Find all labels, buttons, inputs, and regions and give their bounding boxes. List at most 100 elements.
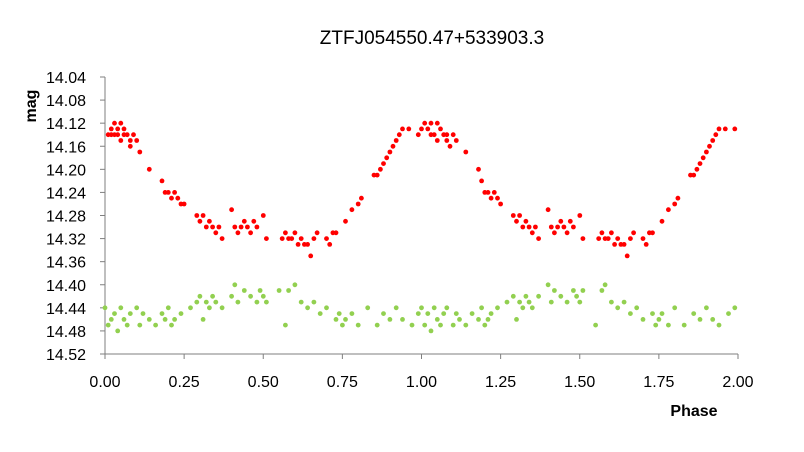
data-point (257, 288, 263, 293)
data-point (716, 322, 722, 328)
data-point (311, 236, 317, 242)
data-point (415, 132, 421, 138)
data-point (536, 293, 541, 299)
data-point (653, 322, 659, 328)
data-point (355, 322, 361, 328)
data-point (216, 224, 222, 230)
data-point (438, 322, 443, 328)
data-point (476, 317, 481, 322)
data-point (624, 253, 630, 259)
data-point (498, 201, 503, 207)
data-point (552, 230, 557, 236)
data-point (159, 311, 165, 316)
data-point (666, 207, 671, 213)
data-point (419, 126, 424, 132)
data-point (248, 293, 254, 299)
data-point (510, 293, 516, 299)
data-point (343, 218, 348, 224)
data-point (235, 299, 241, 305)
data-point (279, 236, 285, 242)
data-point (210, 293, 216, 299)
data-point (197, 218, 203, 224)
data-point (596, 236, 602, 242)
data-point (520, 305, 526, 311)
data-point (235, 230, 241, 236)
data-point (359, 195, 364, 201)
data-point (523, 293, 529, 299)
data-point (643, 242, 649, 247)
data-point (172, 317, 178, 322)
x-tick-label: 1.75 (643, 374, 674, 391)
data-point (112, 120, 117, 126)
data-point (381, 311, 386, 316)
data-point (545, 282, 551, 288)
data-point (713, 132, 719, 138)
data-point (115, 132, 121, 138)
data-point (536, 236, 541, 242)
data-point (523, 218, 529, 224)
data-point (264, 236, 269, 242)
series-1 (102, 282, 738, 334)
data-point (127, 143, 133, 149)
chart-title: ZTFJ054550.47+533903.3 (320, 28, 544, 49)
data-point (200, 317, 206, 322)
data-point (276, 288, 282, 293)
data-point (260, 293, 266, 299)
data-point (577, 213, 583, 218)
data-point (561, 224, 567, 230)
data-point (447, 143, 453, 149)
data-point (488, 311, 494, 316)
y-tick-label: 14.20 (46, 162, 86, 179)
data-point (140, 311, 146, 316)
data-point (732, 305, 738, 311)
data-point (333, 317, 339, 322)
data-point (564, 230, 570, 236)
data-point (286, 288, 291, 293)
data-point (169, 322, 174, 328)
data-point (308, 253, 314, 259)
data-point (517, 299, 522, 305)
data-point (396, 132, 402, 138)
data-point (555, 224, 560, 230)
data-point (387, 149, 393, 155)
data-point (333, 230, 339, 236)
data-point (241, 218, 247, 224)
data-point (400, 126, 405, 132)
data-point (656, 317, 662, 322)
data-point (400, 317, 405, 322)
data-point (615, 236, 621, 242)
data-point (146, 166, 152, 172)
data-point (491, 190, 497, 195)
data-point (444, 138, 450, 143)
data-point (485, 317, 491, 322)
data-point (415, 311, 421, 316)
data-point (349, 207, 355, 213)
data-point (102, 305, 108, 311)
data-point (558, 293, 564, 299)
data-point (112, 311, 117, 316)
data-point (599, 230, 605, 236)
data-point (159, 178, 165, 184)
x-tick-label: 0.75 (327, 374, 358, 391)
data-point (564, 299, 570, 305)
data-point (121, 317, 127, 322)
data-point (374, 172, 380, 178)
data-point (697, 161, 703, 167)
data-point (254, 299, 260, 305)
data-point (694, 166, 700, 172)
x-axis-label: Phase (670, 403, 717, 420)
data-point (710, 317, 716, 322)
data-point (580, 236, 586, 242)
data-point (340, 322, 345, 328)
data-point (650, 230, 655, 236)
data-point (463, 149, 469, 155)
data-point (533, 224, 538, 230)
data-point (175, 195, 181, 201)
data-point (194, 299, 200, 305)
data-point (260, 213, 266, 218)
data-point (628, 236, 633, 242)
data-point (292, 282, 298, 288)
data-point (476, 166, 481, 172)
data-point (444, 132, 450, 138)
data-point (127, 311, 133, 316)
